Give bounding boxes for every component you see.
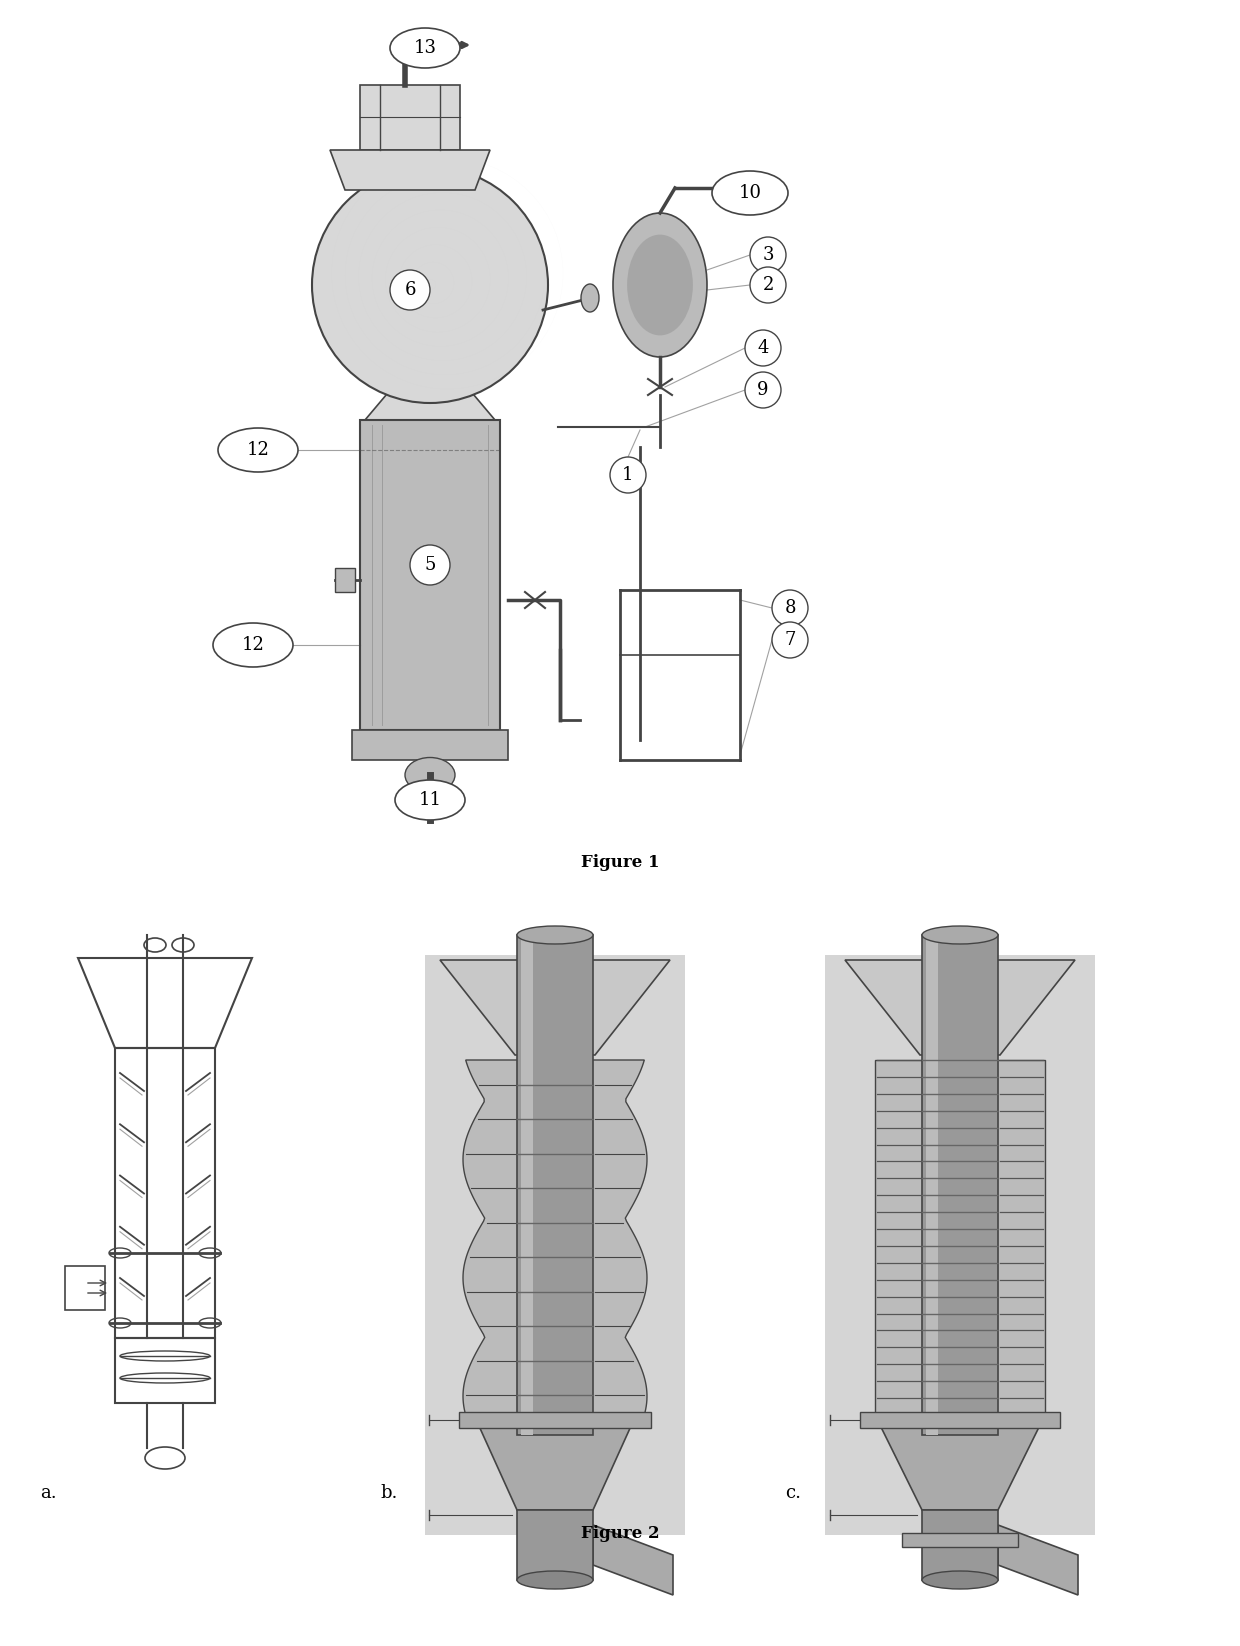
Polygon shape	[521, 935, 533, 1435]
Polygon shape	[335, 568, 355, 593]
Polygon shape	[875, 1416, 1045, 1509]
Text: c.: c.	[785, 1485, 801, 1503]
Polygon shape	[360, 420, 500, 729]
Polygon shape	[459, 1412, 651, 1429]
Ellipse shape	[613, 212, 707, 357]
Ellipse shape	[582, 285, 599, 313]
Ellipse shape	[517, 1570, 593, 1588]
Ellipse shape	[391, 270, 430, 309]
Ellipse shape	[410, 545, 450, 584]
Text: 12: 12	[247, 441, 269, 459]
Ellipse shape	[610, 458, 646, 494]
Polygon shape	[825, 955, 1095, 1536]
Ellipse shape	[923, 1570, 998, 1588]
Ellipse shape	[923, 927, 998, 945]
Text: b.: b.	[379, 1485, 397, 1503]
Ellipse shape	[773, 622, 808, 658]
Polygon shape	[875, 1060, 1045, 1416]
Polygon shape	[923, 935, 998, 1435]
Polygon shape	[517, 1509, 593, 1580]
Ellipse shape	[213, 622, 293, 667]
Polygon shape	[440, 960, 670, 1055]
Polygon shape	[474, 1416, 636, 1509]
Ellipse shape	[627, 235, 693, 336]
Polygon shape	[593, 1524, 673, 1595]
Polygon shape	[517, 935, 593, 1435]
Polygon shape	[352, 729, 508, 760]
Text: 12: 12	[242, 635, 264, 653]
Ellipse shape	[712, 171, 787, 216]
Ellipse shape	[391, 28, 460, 67]
Text: 13: 13	[413, 40, 436, 58]
Ellipse shape	[312, 166, 548, 403]
Ellipse shape	[773, 589, 808, 625]
Text: 9: 9	[758, 380, 769, 398]
Text: Figure 2: Figure 2	[580, 1524, 660, 1542]
Text: 4: 4	[758, 339, 769, 357]
Ellipse shape	[218, 428, 298, 472]
Polygon shape	[330, 150, 490, 189]
Text: 10: 10	[739, 184, 761, 202]
Ellipse shape	[750, 237, 786, 273]
Text: 6: 6	[404, 281, 415, 300]
Text: 3: 3	[763, 245, 774, 263]
Text: 5: 5	[424, 556, 435, 574]
Ellipse shape	[750, 267, 786, 303]
Text: 7: 7	[785, 630, 796, 649]
Ellipse shape	[517, 927, 593, 945]
Polygon shape	[844, 960, 1075, 1055]
Text: 8: 8	[784, 599, 796, 617]
Polygon shape	[926, 935, 937, 1435]
Text: a.: a.	[40, 1485, 57, 1503]
FancyBboxPatch shape	[360, 86, 460, 150]
Ellipse shape	[396, 780, 465, 820]
Text: 11: 11	[419, 792, 441, 808]
Polygon shape	[463, 1060, 647, 1416]
Polygon shape	[425, 955, 684, 1536]
Polygon shape	[998, 1524, 1078, 1595]
Polygon shape	[365, 388, 495, 420]
Polygon shape	[923, 1509, 998, 1580]
Ellipse shape	[745, 372, 781, 408]
Text: 2: 2	[763, 277, 774, 295]
Polygon shape	[901, 1532, 1018, 1547]
Text: 1: 1	[622, 466, 634, 484]
Ellipse shape	[405, 757, 455, 792]
Ellipse shape	[745, 329, 781, 365]
Polygon shape	[861, 1412, 1060, 1429]
Text: Figure 1: Figure 1	[580, 854, 660, 871]
